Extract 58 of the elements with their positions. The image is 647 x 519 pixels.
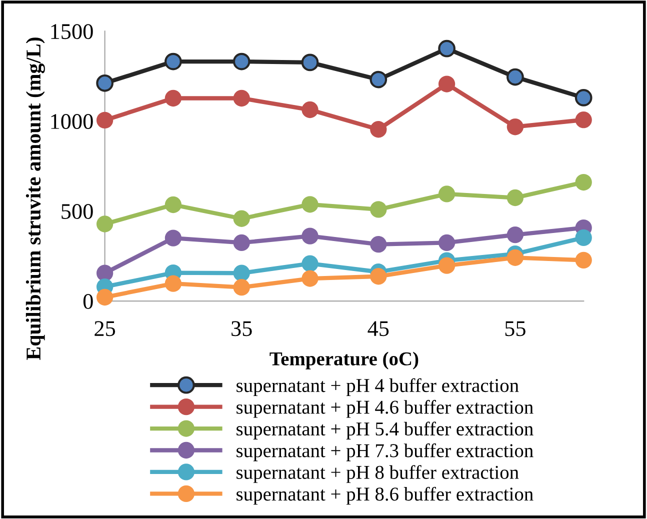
legend-label: supernatant + pH 4.6 buffer extraction [236,400,534,418]
point [370,70,388,88]
point [370,121,387,138]
legend-label: supernatant + pH 7.3 buffer extraction [236,443,534,462]
point [370,236,387,253]
x-tick-label: 25 [94,321,116,336]
point [506,189,524,206]
legend-label: supernatant + pH 4 buffer extraction [236,378,519,396]
point [302,255,318,272]
legend-label: supernatant + pH 8.6 buffer extraction [236,486,534,505]
point [575,229,592,246]
point [438,186,456,202]
point [233,234,250,252]
point [164,52,182,70]
point [301,54,319,72]
point [164,275,182,292]
legend-label: supernatant + pH 8 buffer extraction [236,465,519,483]
y-axis-title: Equilibrium struvite amount (mg/L) [26,38,45,360]
point [96,216,114,232]
point [164,90,182,107]
x-axis-title: Temperature (oC) [270,352,418,370]
point [233,264,250,282]
point [506,118,524,136]
point [96,112,114,129]
point [506,249,524,266]
x-tick-label: 45 [368,321,389,336]
point [438,234,456,252]
point [574,89,592,106]
point [302,270,318,287]
y-tick-label: 0 [83,294,93,309]
point [575,174,592,191]
x-tick-label: 55 [505,321,526,336]
point [370,201,387,218]
y-tick-label: 1500 [51,24,93,40]
point [575,112,592,128]
legend-label: supernatant + pH 5.4 buffer extraction [236,422,534,440]
point [302,101,318,118]
point [96,74,114,92]
point [302,196,318,213]
x-tick-label: 35 [232,321,252,336]
point [302,228,318,244]
point [232,52,250,70]
point [506,226,524,244]
point [506,68,524,86]
point [164,230,182,246]
point [438,40,456,58]
point [96,288,114,306]
point [233,90,250,107]
point [233,210,250,227]
point [438,76,456,92]
y-tick-label: 1000 [51,114,93,130]
point [370,268,387,285]
point [438,257,456,274]
point [575,252,592,269]
point [96,264,114,282]
point [233,279,250,296]
point [164,196,182,214]
y-tick-label: 500 [62,204,93,219]
